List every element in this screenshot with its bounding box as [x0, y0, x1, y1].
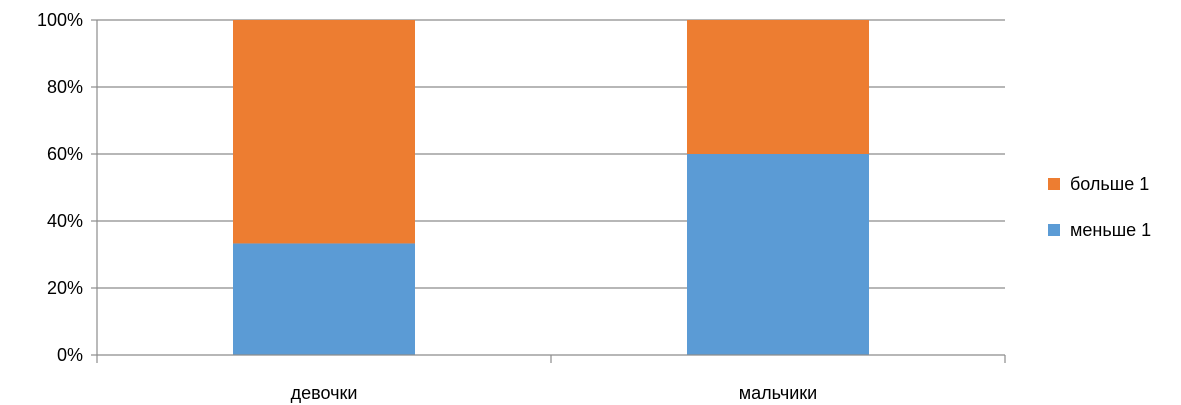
legend-swatch [1048, 224, 1060, 236]
y-tick-labels: 0% 20% 40% 60% 80% 100% [37, 10, 83, 365]
bar-segment [233, 20, 415, 244]
legend-label: больше 1 [1070, 174, 1149, 194]
x-tick-label: мальчики [739, 383, 817, 403]
y-tick-label: 0% [57, 345, 83, 365]
x-tick-label: девочки [291, 383, 358, 403]
y-tick-label: 40% [47, 211, 83, 231]
x-tick-labels: девочки мальчики [291, 383, 818, 403]
bar-segment [233, 243, 415, 355]
legend-label: меньше 1 [1070, 220, 1151, 240]
bar-segment [687, 154, 869, 355]
axes [91, 19, 1006, 363]
y-tick-label: 60% [47, 144, 83, 164]
legend: больше 1 меньше 1 [1048, 174, 1151, 240]
bars [233, 20, 869, 355]
bar-segment [687, 20, 869, 154]
y-tick-label: 100% [37, 10, 83, 30]
y-tick-label: 80% [47, 77, 83, 97]
y-tick-label: 20% [47, 278, 83, 298]
legend-swatch [1048, 178, 1060, 190]
